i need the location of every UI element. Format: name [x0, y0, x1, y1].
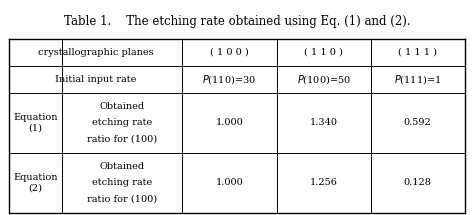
Text: 1.340: 1.340 [310, 118, 337, 127]
Text: (2): (2) [28, 184, 43, 193]
Text: Table 1.    The etching rate obtained using Eq. (1) and (2).: Table 1. The etching rate obtained using… [64, 15, 410, 28]
Text: crystallographic planes: crystallographic planes [38, 48, 154, 57]
Text: ( 1 1 0 ): ( 1 1 0 ) [304, 48, 343, 57]
Text: etching rate: etching rate [92, 178, 152, 187]
Text: ratio for (100): ratio for (100) [87, 134, 157, 143]
Text: Obtained: Obtained [100, 162, 145, 171]
Text: ratio for (100): ratio for (100) [87, 195, 157, 204]
Text: ( 1 1 1 ): ( 1 1 1 ) [398, 48, 437, 57]
Text: $\mathit{P}$(100)=50: $\mathit{P}$(100)=50 [297, 73, 351, 86]
Text: (1): (1) [28, 124, 43, 133]
Text: 1.000: 1.000 [216, 118, 243, 127]
Text: $\mathit{P}$(111)=1: $\mathit{P}$(111)=1 [394, 73, 441, 86]
Text: Obtained: Obtained [100, 102, 145, 111]
Text: $\mathit{P}$(110)=30: $\mathit{P}$(110)=30 [202, 73, 256, 86]
Text: ( 1 0 0 ): ( 1 0 0 ) [210, 48, 249, 57]
Text: 0.128: 0.128 [404, 178, 432, 187]
Text: 1.256: 1.256 [310, 178, 337, 187]
Text: 1.000: 1.000 [216, 178, 243, 187]
Text: Initial input rate: Initial input rate [55, 75, 137, 84]
Text: 0.592: 0.592 [404, 118, 431, 127]
Text: Equation: Equation [13, 173, 58, 182]
Text: Equation: Equation [13, 113, 58, 122]
Text: etching rate: etching rate [92, 118, 152, 127]
